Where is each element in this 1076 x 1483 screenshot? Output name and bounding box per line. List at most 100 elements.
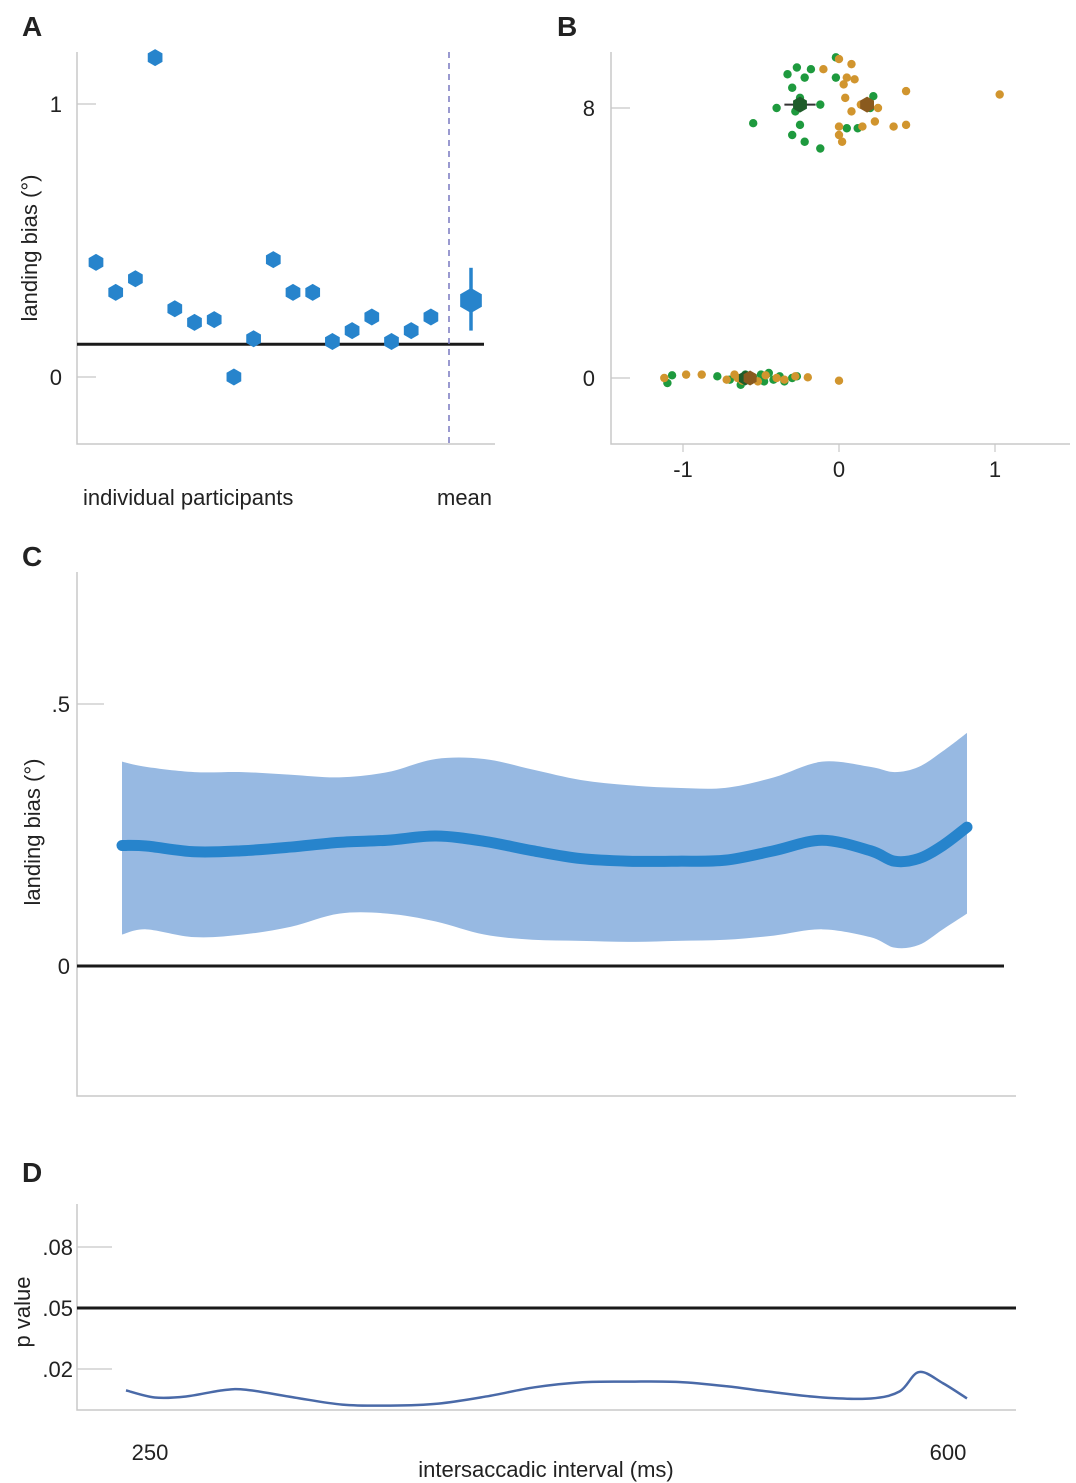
panel-letter-c: C — [22, 541, 42, 572]
panel-d: .02 .05 .08 250 600 p value intersaccadic i… — [10, 1204, 1016, 1482]
orange-point — [697, 370, 706, 379]
x-tick-label: 1 — [989, 457, 1001, 482]
participant-point — [246, 330, 261, 348]
green-point — [772, 103, 781, 113]
panel-c-axes — [76, 572, 1016, 1097]
green-mean-point — [793, 96, 807, 113]
y-tick-label: 0 — [583, 366, 595, 391]
orange-point — [873, 103, 883, 113]
green-point — [795, 120, 805, 130]
orange-point — [791, 372, 800, 381]
participant-point — [384, 333, 399, 351]
orange-point — [761, 371, 770, 380]
orange-point — [834, 54, 844, 64]
panel-c: 0.5 landing bias (°) — [20, 572, 1016, 1097]
panel-c-y-label: landing bias (°) — [20, 759, 45, 906]
y-tick-label: .08 — [42, 1235, 73, 1260]
green-point — [831, 73, 841, 82]
panel-b: 08 -1 0 1 — [583, 52, 1070, 482]
green-point — [869, 91, 878, 101]
participant-point — [364, 308, 380, 326]
orange-point — [847, 107, 856, 116]
panel-d-axes — [76, 1204, 1016, 1411]
panel-c-confidence-band — [122, 732, 967, 949]
green-point — [792, 63, 802, 72]
y-tick-label: 8 — [583, 96, 595, 121]
panel-b-axes — [610, 52, 1070, 445]
panel-b-points — [660, 53, 1004, 389]
panel-letter-a: A — [22, 11, 42, 42]
orange-point — [850, 75, 859, 84]
panel-d-y-ticks: .02 .05 .08 — [42, 1235, 112, 1382]
panel-c-mean-line — [116, 821, 973, 868]
participant-point — [285, 283, 301, 301]
orange-point — [847, 59, 856, 69]
orange-point — [839, 80, 848, 89]
participant-point — [108, 283, 124, 301]
orange-point — [889, 122, 898, 131]
orange-mean-point — [860, 96, 875, 113]
panel-b-x-ticks: -1 0 1 — [673, 444, 1001, 482]
mean-point — [460, 288, 482, 314]
x-tick-label: 600 — [930, 1440, 967, 1465]
participant-point — [128, 270, 143, 288]
y-tick-label: 1 — [50, 92, 62, 117]
orange-point — [803, 373, 812, 382]
orange-point — [858, 122, 867, 131]
participant-point — [344, 322, 360, 340]
y-tick-label: .5 — [52, 692, 70, 717]
orange-point — [870, 117, 880, 126]
orange-mean-point-zero — [743, 370, 757, 386]
participant-point — [226, 368, 242, 386]
orange-point — [995, 90, 1004, 99]
y-tick-label: .05 — [42, 1296, 73, 1321]
participant-point — [187, 313, 202, 331]
panel-a-x-label-left: individual participants — [83, 485, 293, 510]
panel-b-y-ticks: 08 — [583, 96, 630, 391]
panel-a-mean — [460, 267, 482, 331]
green-point — [788, 83, 797, 92]
panel-d-p-value-line — [125, 1370, 968, 1407]
panel-b-means — [738, 96, 875, 386]
orange-point — [834, 376, 844, 385]
green-point — [806, 64, 816, 74]
participant-point — [325, 333, 340, 351]
orange-point — [722, 375, 731, 384]
panel-a-y-ticks: 01 — [50, 92, 96, 390]
green-point — [788, 130, 797, 140]
panel-letter-d: D — [22, 1157, 42, 1188]
green-point — [667, 371, 677, 380]
participant-point — [423, 308, 439, 326]
orange-point — [834, 122, 844, 131]
panel-a-y-label: landing bias (°) — [17, 175, 42, 322]
x-tick-label: 0 — [833, 457, 845, 482]
green-point — [816, 100, 825, 109]
orange-point — [834, 130, 844, 140]
orange-point — [841, 93, 850, 103]
green-point — [800, 137, 809, 146]
green-point — [800, 73, 809, 82]
orange-point — [660, 373, 669, 383]
y-tick-label: .02 — [42, 1357, 73, 1382]
green-point — [783, 70, 792, 79]
y-tick-label: 0 — [50, 365, 62, 390]
x-tick-label: 250 — [132, 1440, 169, 1465]
panel-c-y-ticks: 0.5 — [52, 692, 104, 979]
panel-d-x-label: intersaccadic interval (ms) — [418, 1457, 674, 1482]
panel-d-y-label: p value — [10, 1277, 35, 1348]
orange-point — [901, 120, 911, 130]
participant-point — [206, 311, 222, 329]
orange-point — [780, 375, 789, 384]
panel-a-x-label-right: mean — [437, 485, 492, 510]
orange-point — [819, 64, 828, 74]
participant-point — [88, 253, 104, 271]
panel-a-points — [88, 49, 439, 386]
green-point — [749, 118, 758, 128]
panel-a: 01 landing bias (°) individual participa… — [17, 49, 495, 510]
participant-point — [167, 300, 183, 318]
green-point — [713, 372, 722, 381]
orange-point — [681, 370, 691, 379]
participant-point — [305, 283, 321, 301]
x-tick-label: -1 — [673, 457, 693, 482]
